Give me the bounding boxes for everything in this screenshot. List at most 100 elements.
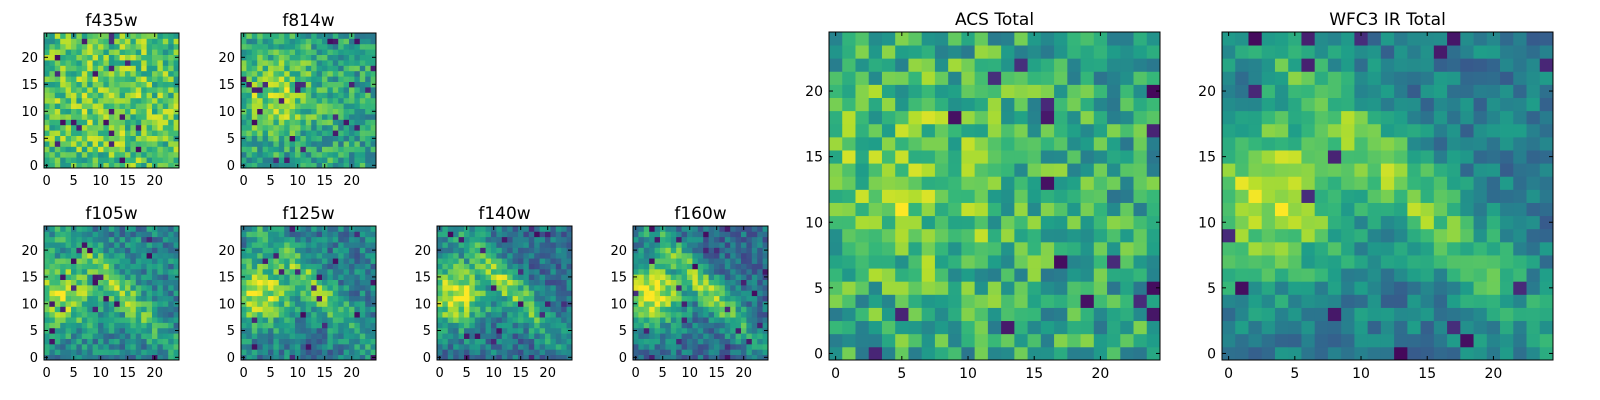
heatmap-cell: [168, 119, 174, 126]
heatmap-cell: [338, 226, 344, 232]
heatmap-cell: [649, 301, 655, 307]
heatmap-cell: [289, 236, 296, 243]
heatmap-cell: [735, 333, 742, 339]
heatmap-cell: [119, 70, 126, 77]
heatmap-cell: [322, 70, 328, 77]
heatmap-cell: [157, 70, 164, 77]
heatmap-cell: [278, 119, 285, 126]
heatmap-cell: [665, 295, 672, 302]
heatmap-cell: [1133, 333, 1148, 348]
heatmap-cell: [687, 242, 693, 248]
heatmap-cell: [119, 43, 126, 50]
heatmap-cell: [268, 343, 274, 350]
heatmap-cell: [855, 71, 870, 85]
heatmap-cell: [464, 236, 470, 243]
heatmap-cell: [654, 268, 661, 275]
heatmap-cell: [987, 320, 1002, 335]
heatmap-cell: [491, 258, 497, 264]
heatmap-cell: [1040, 215, 1055, 230]
heatmap-cell: [146, 333, 153, 339]
heatmap-cell: [1040, 189, 1055, 203]
heatmap-cell: [162, 274, 169, 280]
heatmap-cell: [316, 252, 323, 259]
heatmap-cell: [65, 108, 72, 115]
heatmap-cell: [273, 252, 280, 259]
heatmap-cell: [81, 236, 88, 243]
heatmap-cell: [638, 333, 645, 339]
heatmap-cell: [71, 60, 77, 66]
heatmap-cell: [1001, 84, 1015, 98]
heatmap-cell: [697, 236, 704, 243]
heatmap-cell: [295, 43, 301, 50]
heatmap-cell: [934, 228, 949, 243]
heatmap-cell: [349, 236, 355, 243]
heatmap-cell: [1288, 228, 1302, 243]
heatmap-cell: [119, 54, 126, 61]
heatmap-cell: [44, 103, 50, 109]
heatmap-cell: [370, 70, 377, 77]
heatmap-cell: [453, 327, 459, 334]
heatmap-cell: [44, 114, 50, 120]
heatmap-cell: [60, 258, 66, 264]
heatmap-cell: [268, 317, 274, 323]
heatmap-cell: [1120, 255, 1134, 269]
heatmap-cell: [81, 38, 88, 45]
heatmap-cell: [257, 43, 263, 50]
heatmap-cell: [343, 258, 350, 264]
heatmap-cell: [65, 236, 72, 243]
heatmap-cell: [370, 60, 377, 66]
heatmap-cell: [464, 231, 470, 238]
heatmap-cell: [1314, 307, 1329, 322]
heatmap-cell: [359, 33, 366, 39]
heatmap-cell: [474, 231, 481, 238]
heatmap-cell: [349, 338, 355, 345]
heatmap-cell: [1314, 333, 1329, 348]
heatmap-cell: [284, 76, 290, 82]
heatmap-cell: [1080, 84, 1095, 98]
heatmap-cell: [1261, 189, 1276, 203]
heatmap-cell: [638, 311, 645, 318]
heatmap-cell: [141, 130, 147, 136]
heatmap-cell: [60, 343, 66, 350]
heatmap-cell: [87, 124, 93, 131]
heatmap-cell: [60, 157, 66, 163]
heatmap-cell: [152, 349, 158, 356]
heatmap-cell: [332, 301, 339, 307]
heatmap-cell: [464, 317, 470, 323]
heatmap-cell: [130, 65, 137, 72]
heatmap-cell: [1067, 136, 1081, 151]
heatmap-cell: [305, 103, 312, 109]
heatmap-cell: [1067, 45, 1081, 59]
heatmap-cell: [343, 279, 350, 286]
heatmap-cell: [447, 258, 454, 264]
heatmap-cell: [268, 247, 274, 254]
x-tick-label: 5: [70, 174, 78, 189]
heatmap-cell: [1093, 255, 1108, 269]
heatmap-cell: [284, 311, 290, 318]
x-tick-label: 15: [119, 174, 136, 189]
heatmap-cell: [908, 268, 923, 282]
heatmap-cell: [665, 242, 672, 248]
heatmap-cell: [714, 258, 720, 264]
heatmap-cell: [173, 87, 180, 93]
heatmap-cell: [87, 146, 93, 153]
heatmap-cell: [92, 274, 99, 280]
heatmap-cell: [1146, 255, 1161, 269]
heatmap-cell: [757, 252, 763, 259]
heatmap-cell: [173, 65, 180, 72]
heatmap-cell: [262, 333, 269, 339]
heatmap-cell: [60, 333, 66, 339]
heatmap-cell: [507, 306, 513, 313]
heatmap-cell: [289, 343, 296, 350]
heatmap-cell: [168, 242, 174, 248]
heatmap-cell: [649, 333, 655, 339]
heatmap-cell: [458, 306, 465, 313]
heatmap-cell: [491, 263, 497, 270]
heatmap-cell: [1420, 202, 1435, 217]
heatmap-cell: [987, 176, 1002, 190]
heatmap-cell: [343, 33, 350, 39]
heatmap-cell: [741, 338, 747, 345]
heatmap-cell: [1120, 123, 1134, 138]
heatmap-cell: [370, 103, 377, 109]
heatmap-cell: [643, 343, 650, 350]
